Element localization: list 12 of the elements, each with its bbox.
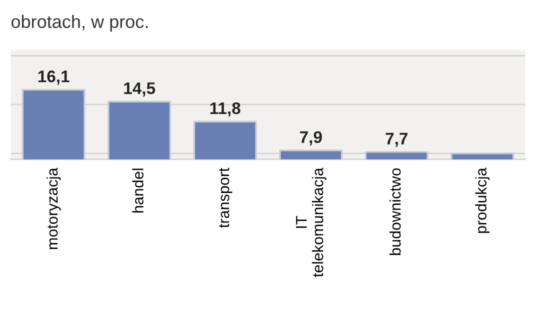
data-label: 7,7 — [386, 132, 408, 147]
x-tick-label: handel — [132, 168, 144, 213]
x-tick-label: motoryzacja — [46, 168, 61, 250]
x-tick-label: budownictwo — [390, 168, 401, 256]
x-tick-label: transport — [219, 168, 232, 228]
chart-title: obrotach, w proc. — [11, 14, 148, 32]
data-label: 14,5 — [124, 82, 156, 97]
data-label: 7,9 — [300, 131, 322, 146]
x-tick-label: IT telekomunikacja — [296, 168, 326, 278]
data-label: 16,1 — [38, 70, 70, 85]
x-tick-label: produkcja — [475, 168, 490, 233]
data-label: 11,8 — [210, 102, 240, 117]
